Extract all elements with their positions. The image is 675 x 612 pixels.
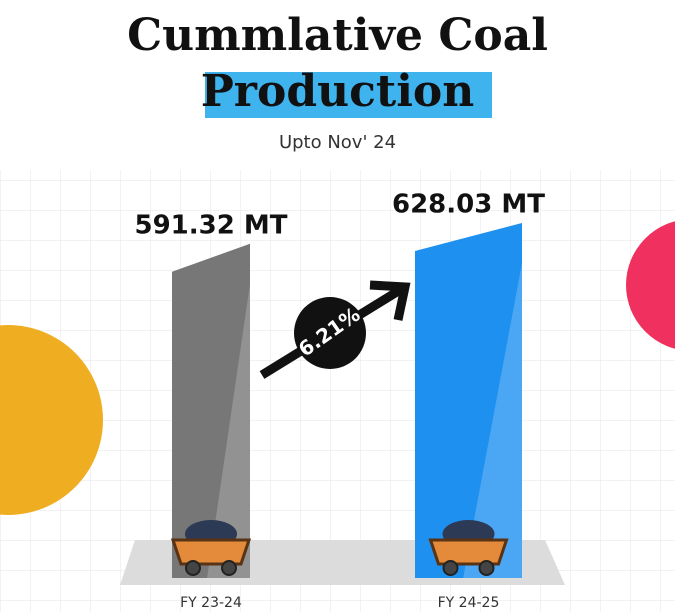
bar-shine [207, 283, 250, 578]
cart [170, 538, 252, 566]
bar [415, 223, 522, 578]
value-label: 591.32 MT [135, 210, 288, 240]
deco-circle [0, 325, 103, 515]
grid-background [0, 170, 675, 612]
annotation-badge [294, 297, 366, 369]
cart [428, 538, 509, 566]
value-label: 628.03 MT [392, 190, 545, 220]
x-tick-label: FY 23-24 [180, 595, 242, 611]
wheel [442, 560, 459, 576]
wheel [221, 560, 237, 576]
chart-subtitle: Upto Nov' 24 [278, 132, 397, 153]
bar [172, 243, 250, 579]
x-tick-label: FY 24-25 [438, 595, 500, 611]
wheel [478, 560, 495, 576]
chart-title: Cummlative Coal Production [0, 8, 675, 120]
bar-shine [463, 263, 522, 578]
wheel [185, 560, 201, 576]
title-text: Cummlative Coal Production [127, 10, 548, 117]
arrow-head [369, 280, 411, 321]
deco-circle [626, 221, 675, 349]
title-highlight [205, 72, 492, 118]
